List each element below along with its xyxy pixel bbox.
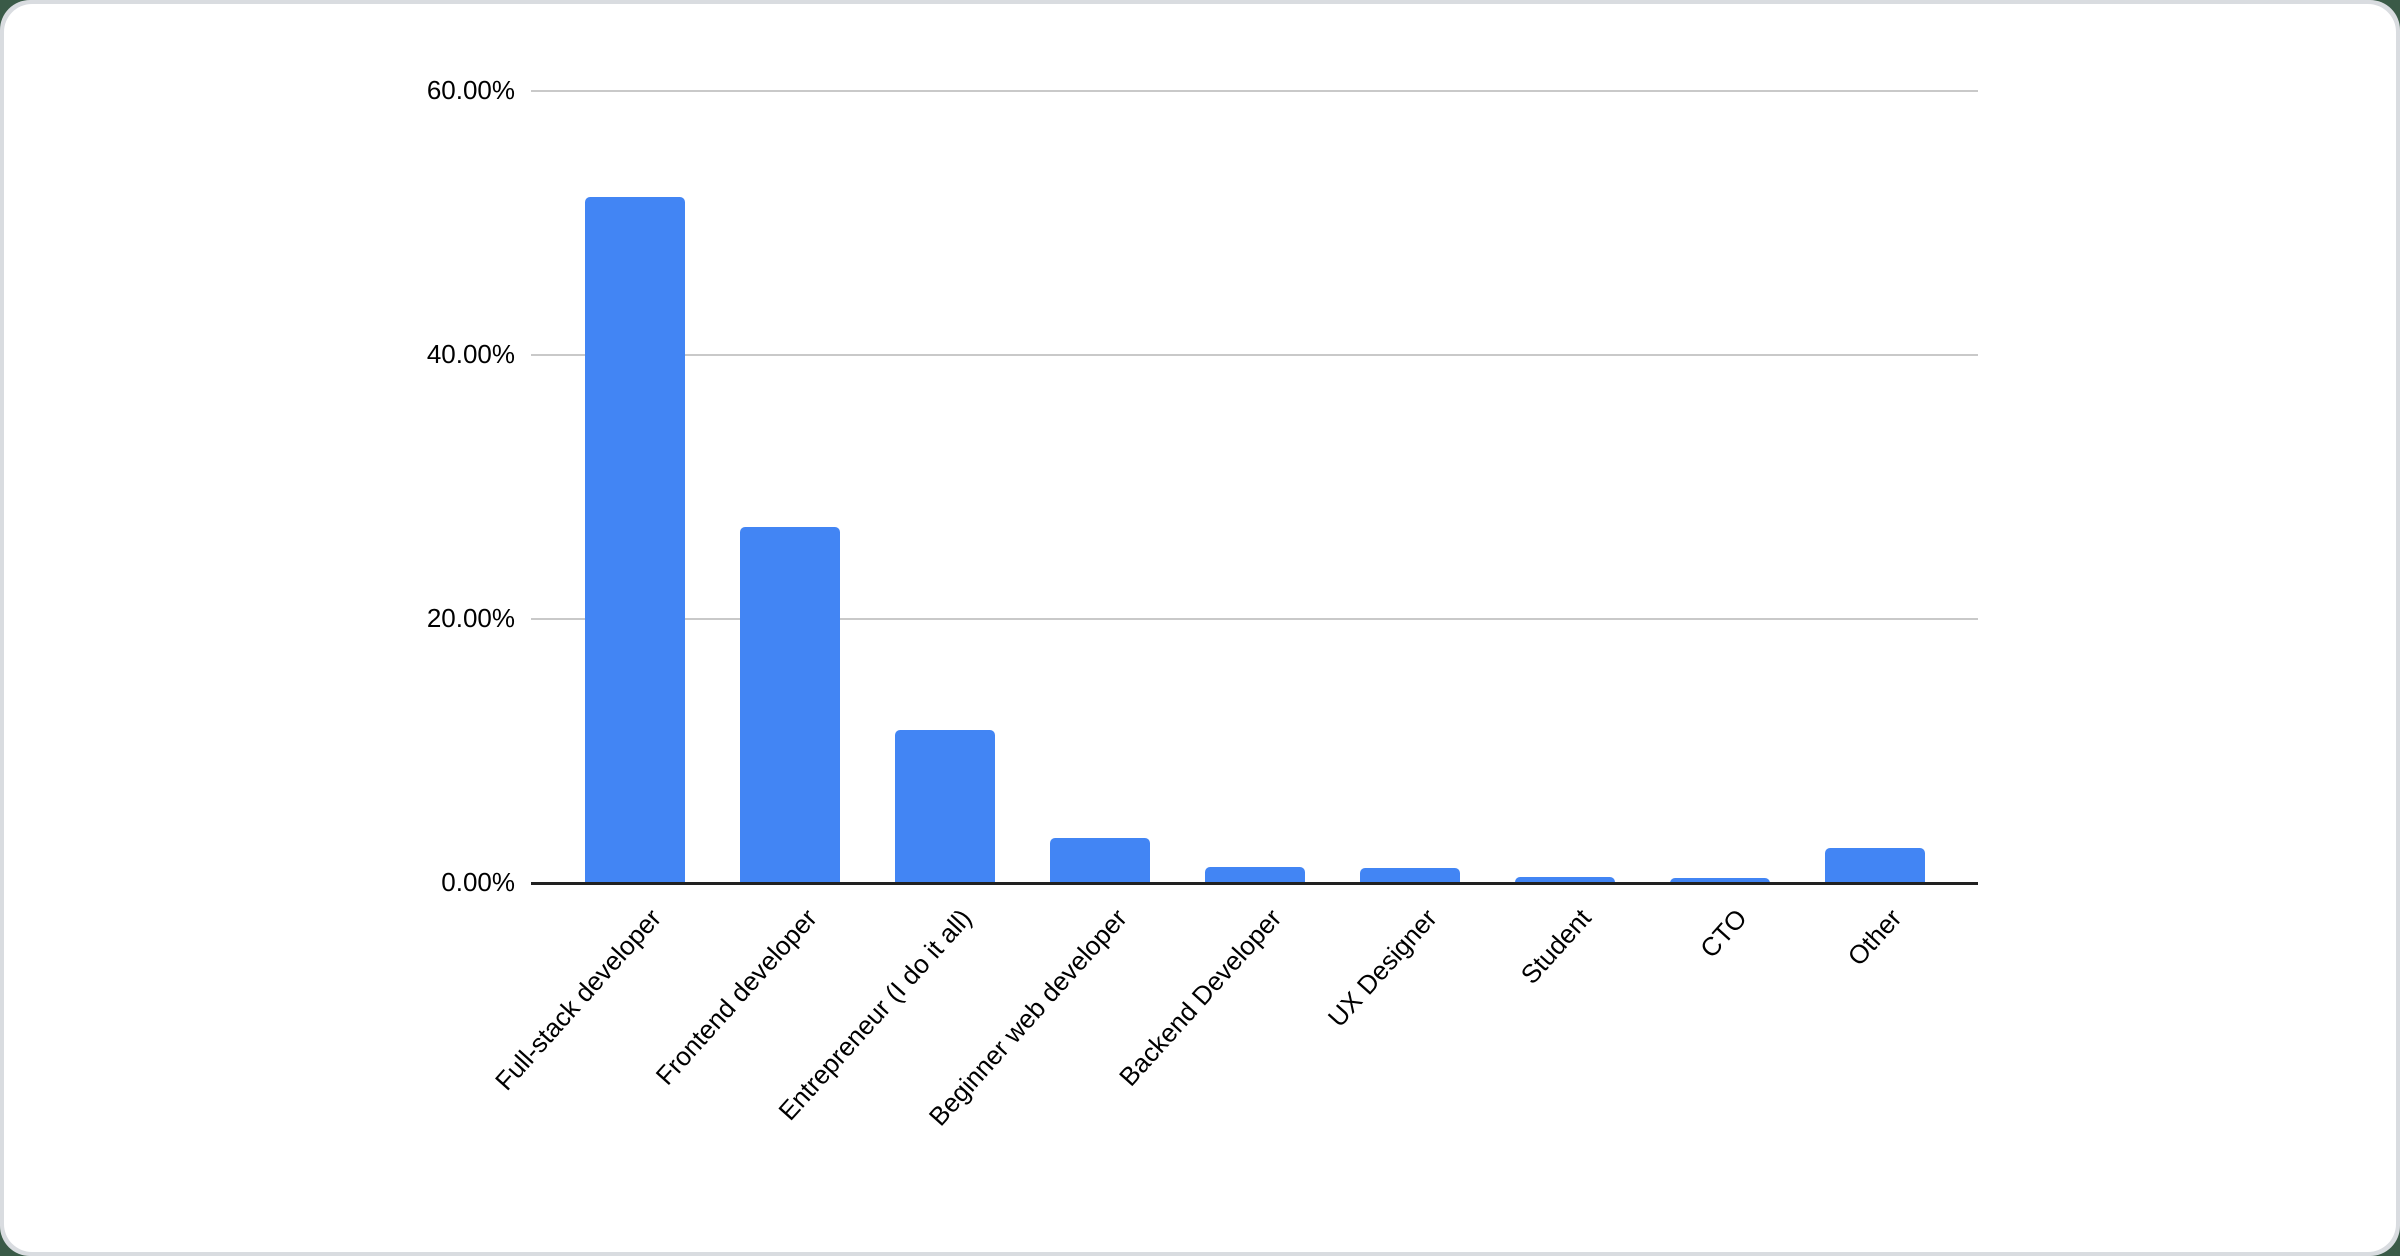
y-axis-tick-label-40: 40.00%: [426, 338, 515, 369]
x-axis-label-other: Other: [1841, 903, 1908, 972]
bar-entrepreneur-i-do-it-all: [895, 729, 995, 883]
bar-frontend-developer: [740, 526, 840, 883]
x-axis-label-backend-developer: Backend Developer: [1113, 903, 1288, 1092]
y-axis-tick-label-20: 20.00%: [426, 602, 515, 633]
gridline-40: [531, 354, 1978, 356]
x-axis-label-student: Student: [1515, 903, 1598, 990]
x-axis-line: [531, 882, 1978, 885]
chart-card: 0.00% 20.00% 40.00% 60.00% Full-stack develo…: [4, 4, 2396, 1252]
bar-chart: 0.00% 20.00% 40.00% 60.00% Full-stack develo…: [4, 4, 2396, 1252]
x-axis-label-ux-designer: UX Designer: [1321, 903, 1443, 1033]
x-axis-label-frontend-developer: Frontend developer: [649, 903, 823, 1091]
x-axis-label-full-stack-developer: Full-stack developer: [489, 903, 668, 1096]
bar-cto: [1670, 877, 1770, 883]
y-axis-tick-label-60: 60.00%: [426, 74, 515, 105]
bar-ux-designer: [1360, 868, 1460, 883]
bar-other: [1825, 848, 1925, 883]
bar-student: [1515, 877, 1615, 883]
bar-backend-developer: [1205, 867, 1305, 883]
bar-full-stack-developer: [585, 196, 685, 883]
y-axis-tick-label-0: 0.00%: [441, 866, 515, 897]
gridline-20: [531, 618, 1978, 620]
gridline-60: [531, 90, 1978, 92]
x-axis-label-cto: CTO: [1693, 903, 1753, 964]
bar-beginner-web-developer: [1050, 838, 1150, 883]
